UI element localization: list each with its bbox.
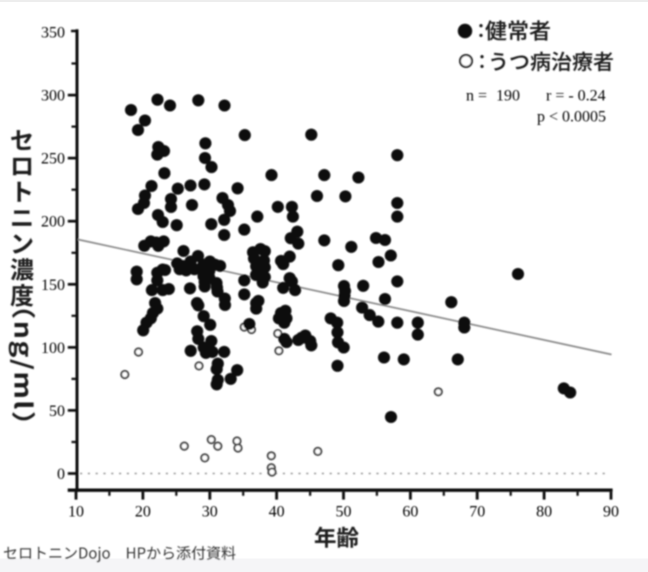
svg-text:p < 0.0005: p < 0.0005	[537, 109, 606, 126]
svg-text:60: 60	[402, 504, 418, 521]
svg-text:200: 200	[41, 214, 65, 231]
svg-text:50: 50	[336, 504, 352, 521]
svg-text:0: 0	[57, 466, 65, 483]
svg-text:n =: n =	[466, 88, 487, 105]
svg-text:250: 250	[41, 151, 65, 168]
svg-text:100: 100	[41, 340, 65, 357]
svg-text:300: 300	[41, 88, 65, 105]
svg-text:40: 40	[269, 504, 285, 521]
svg-text:10: 10	[68, 504, 84, 521]
svg-text:70: 70	[469, 504, 485, 521]
svg-text:50: 50	[49, 403, 65, 420]
svg-text:80: 80	[536, 504, 552, 521]
svg-text:20: 20	[135, 504, 151, 521]
svg-text:350: 350	[41, 25, 65, 42]
svg-text:30: 30	[202, 504, 218, 521]
svg-text:190: 190	[496, 88, 520, 105]
svg-text:r = - 0.24: r = - 0.24	[546, 88, 606, 105]
svg-text:150: 150	[41, 277, 65, 294]
svg-text:90: 90	[603, 504, 619, 521]
